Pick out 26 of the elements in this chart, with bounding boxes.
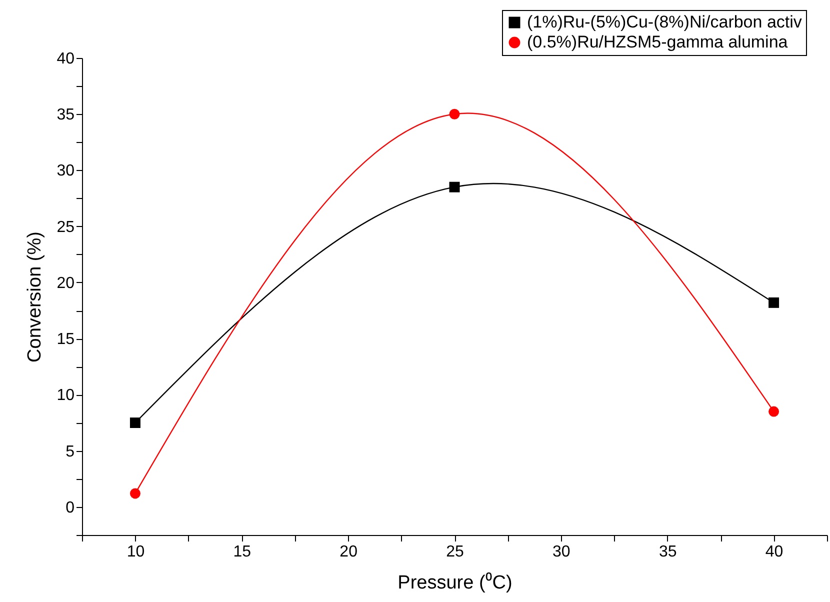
point	[130, 488, 140, 499]
y-tick-label: 40	[56, 50, 75, 68]
y-tick-label: 15	[56, 331, 75, 348]
point	[768, 297, 780, 308]
legend-label: (1%)Ru-(5%)Cu-(8%)Ni/carbon activ	[527, 12, 802, 32]
x-tick-label: 30	[552, 544, 570, 560]
legend-label: (0.5%)Ru/HZSM5-gamma alumina	[527, 32, 788, 52]
x-tick-label: 35	[658, 544, 677, 560]
x-tick-label: 20	[340, 544, 358, 560]
x-tick-label: 40	[765, 544, 784, 560]
y-tick-label: 25	[56, 218, 75, 236]
point	[449, 108, 460, 120]
x-tick-label: 15	[233, 544, 252, 560]
point	[130, 418, 140, 428]
x-tick-label: 10	[126, 544, 145, 560]
y-tick-label: 30	[56, 162, 75, 180]
point	[449, 182, 460, 192]
y-tick-label: 5	[66, 443, 75, 460]
y-tick-label: 20	[56, 274, 75, 292]
x-axis-title: Pressure (⁰C)	[398, 572, 512, 594]
y-tick-label: 35	[56, 106, 75, 124]
y-axis-title: Conversion (%)	[24, 232, 46, 362]
y-tick-label: 10	[56, 387, 75, 404]
point	[768, 406, 780, 417]
x-tick-label: 25	[446, 544, 464, 560]
y-tick-label: 0	[66, 499, 75, 516]
